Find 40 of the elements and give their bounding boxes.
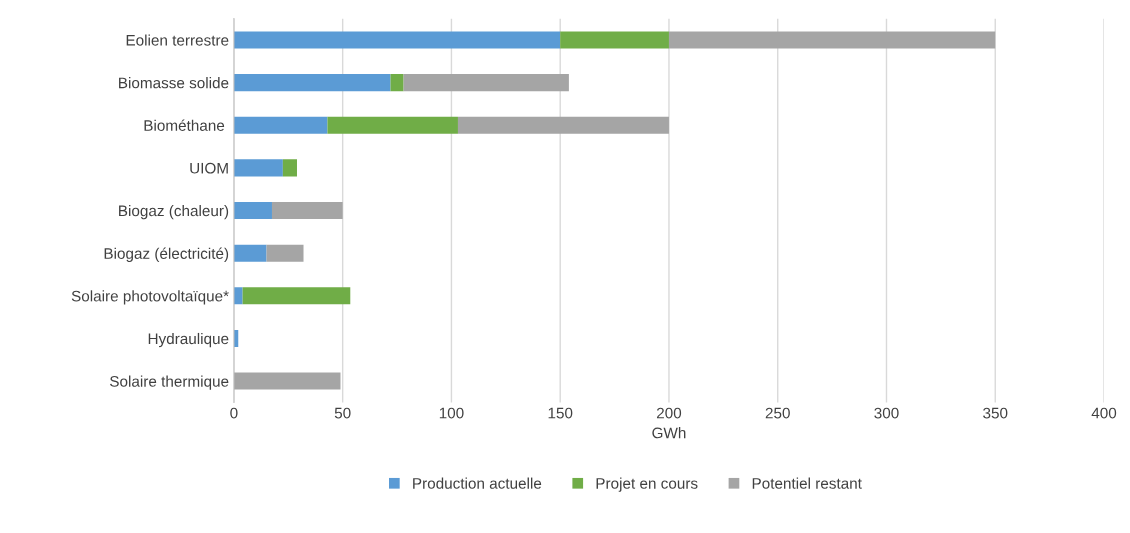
legend-label: Projet en cours — [596, 477, 698, 492]
bar — [560, 31, 669, 49]
bar — [233, 372, 341, 390]
x-tick-label: 50 — [334, 407, 351, 419]
bar — [390, 74, 404, 92]
bar — [457, 116, 669, 134]
bar — [668, 31, 996, 49]
x-tick-label: 150 — [548, 407, 573, 419]
bar — [403, 74, 569, 92]
x-tick-label: 400 — [1091, 407, 1117, 419]
y-tick-label: UIOM — [190, 162, 228, 174]
bar — [233, 31, 561, 49]
bar — [266, 244, 304, 262]
bar — [233, 287, 243, 305]
y-tick-label: Biogaz (chaleur) — [119, 205, 229, 220]
x-tick-label: 350 — [983, 407, 1008, 419]
x-tick-label: 0 — [230, 407, 238, 419]
x-axis-title: GWh — [652, 427, 686, 439]
y-tick-label: Biométhane — [144, 119, 225, 131]
bar — [233, 202, 272, 220]
y-tick-label: Eolien terrestre — [126, 34, 229, 46]
x-tick-label: 250 — [765, 407, 790, 419]
bar — [233, 74, 391, 92]
legend-label: Potentiel restant — [752, 477, 862, 489]
bar — [233, 116, 328, 134]
legend-label: Production actuelle — [413, 477, 542, 489]
y-tick-label: Biogaz (électricité) — [104, 247, 229, 262]
x-tick-label: 100 — [439, 407, 464, 419]
x-tick-label: 300 — [874, 407, 899, 419]
bar — [242, 287, 351, 305]
bar — [233, 244, 267, 262]
bar — [233, 159, 283, 177]
bar — [271, 202, 343, 220]
bar — [327, 116, 458, 134]
y-tick-label: Solaire thermique — [110, 375, 229, 390]
y-tick-label: Hydraulique — [148, 332, 229, 348]
x-tick-label: 200 — [656, 407, 682, 419]
y-tick-label: Biomasse solide — [119, 77, 229, 89]
bar — [282, 159, 297, 177]
y-tick-label: Solaire photovoltaïque* — [71, 290, 229, 305]
